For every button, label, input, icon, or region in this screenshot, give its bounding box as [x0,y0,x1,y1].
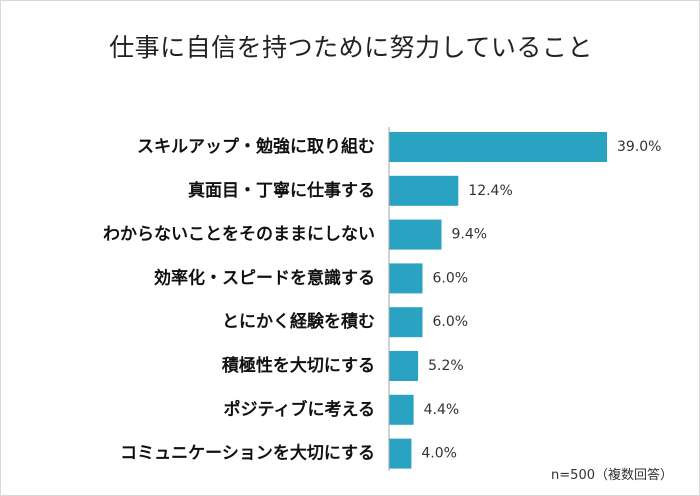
value-label: 39.0% [617,139,661,155]
sample-size-note: n=500（複数回答） [551,468,673,483]
bar [389,394,414,425]
bar [389,438,412,469]
value-label: 9.4% [452,227,488,243]
bar [389,175,459,206]
value-label: 6.0% [433,314,469,330]
bar [389,307,423,338]
category-label: ポジティブに考える [224,399,375,420]
category-label: コミュニケーションを大切にする [120,443,375,464]
bar [389,132,607,162]
category-label: 積極性を大切にする [222,355,375,376]
value-label: 4.0% [421,446,457,462]
category-label: スキルアップ・勉強に取り組む [137,136,375,157]
value-label: 5.2% [428,358,464,374]
bar [389,263,423,294]
category-label: 効率化・スピードを意識する [154,267,375,288]
chart-title: 仕事に自信を持つために努力していること [109,33,593,62]
bar [389,219,442,250]
value-label: 4.4% [424,402,460,418]
value-label: 6.0% [433,270,469,286]
category-label: とにかく経験を積む [222,311,375,332]
category-label: わからないことをそのままにしない [103,225,375,245]
bar [389,351,419,381]
category-label: 真面目・丁寧に仕事する [188,180,375,201]
value-label: 12.4% [468,183,512,199]
